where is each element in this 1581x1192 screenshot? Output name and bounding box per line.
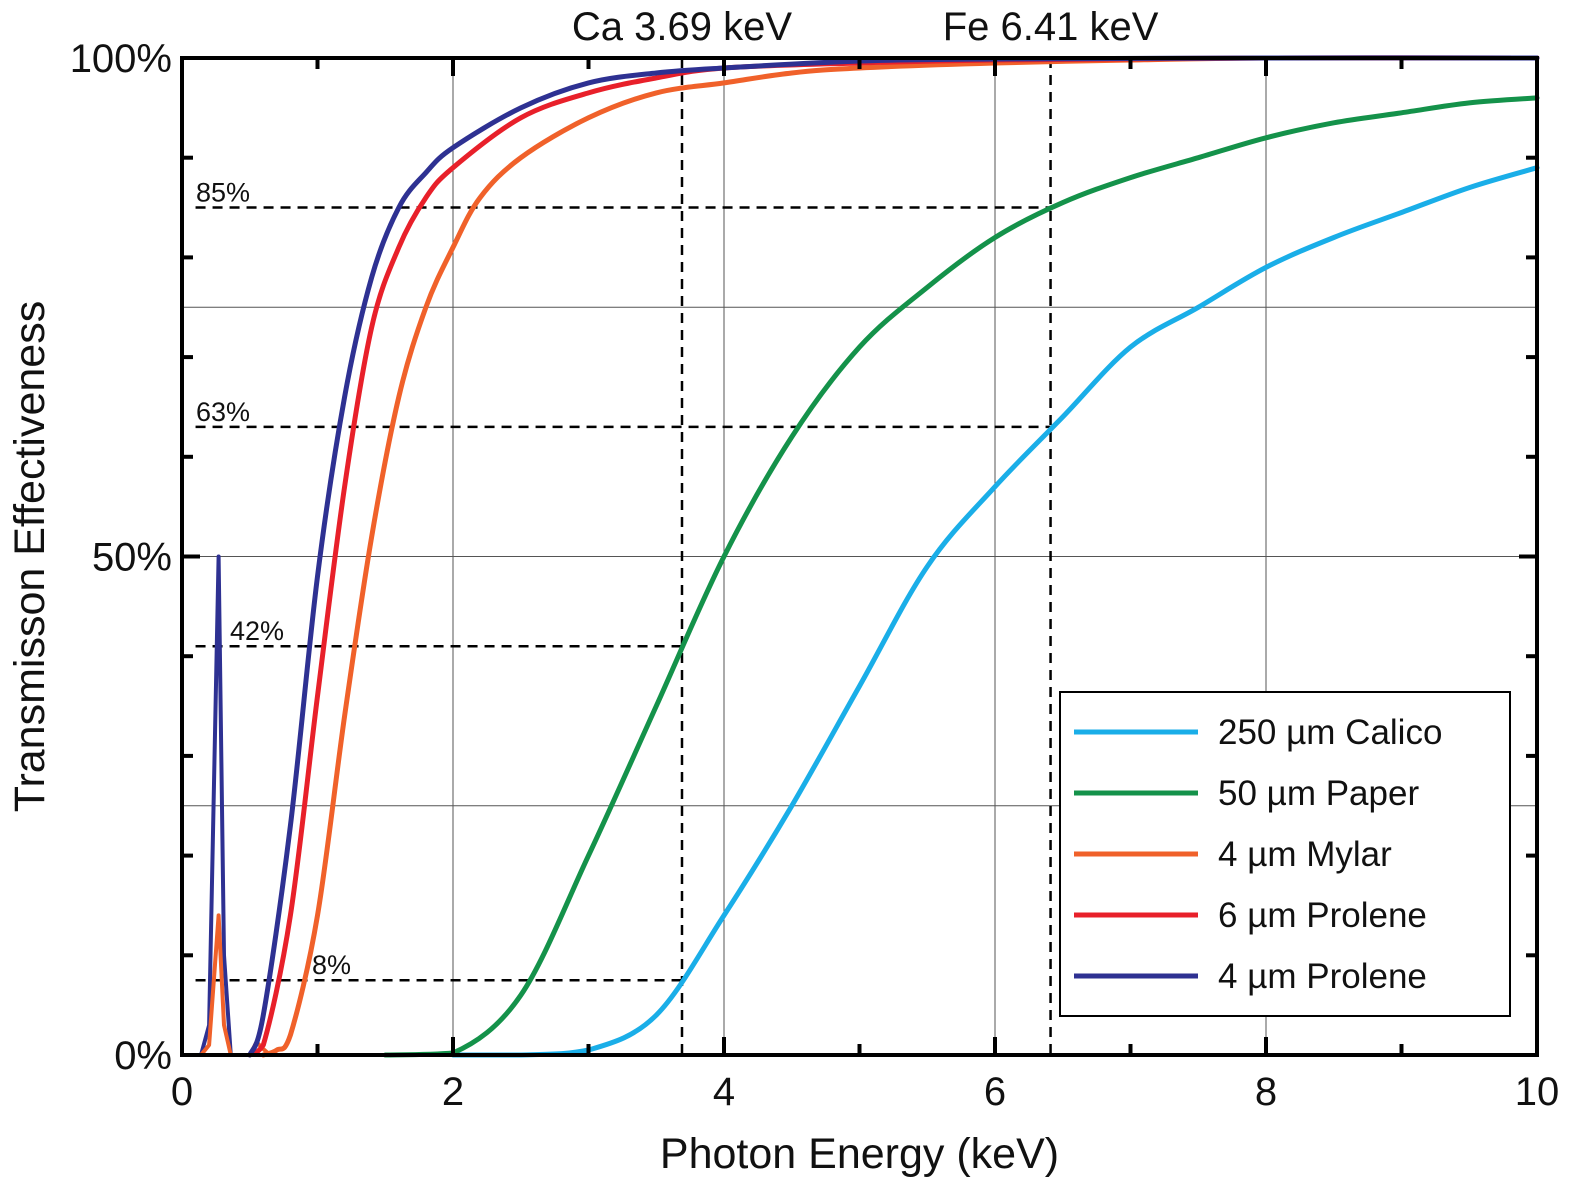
legend-entry: 4 µm Prolene xyxy=(1218,957,1427,996)
legend-entry: 250 µm Calico xyxy=(1218,713,1442,752)
x-tick-label: 10 xyxy=(1515,1070,1560,1114)
axis-ticks: 0 2 4 6 8 100%50%100% xyxy=(70,37,1560,1114)
y-axis-title: Transmisson Effectiveness xyxy=(6,301,54,812)
annotation-label: 42% xyxy=(230,616,284,646)
series-lines xyxy=(199,55,1540,1058)
series-line xyxy=(382,95,1540,1058)
spike-line xyxy=(199,913,233,1057)
reference-label: Fe 6.41 keV xyxy=(943,5,1159,49)
y-tick-label: 50% xyxy=(92,536,172,580)
annotation-label: 63% xyxy=(196,397,250,427)
legend-entry: 6 µm Prolene xyxy=(1218,896,1427,935)
annotation-label: 8% xyxy=(312,950,351,980)
series-line xyxy=(450,165,1540,1058)
x-tick-label: 2 xyxy=(442,1070,464,1114)
x-tick-label: 6 xyxy=(984,1070,1006,1114)
x-tick-label: 8 xyxy=(1255,1070,1277,1114)
legend-entry: 4 µm Mylar xyxy=(1218,835,1392,874)
x-axis-title: Photon Energy (keV) xyxy=(660,1130,1059,1178)
annotation-lines: 85% 63% 42% 8% xyxy=(195,178,1051,982)
x-tick-label: 0 xyxy=(171,1070,193,1114)
legend-entry: 50 µm Paper xyxy=(1218,774,1419,813)
reference-lines: Ca 3.69 keV Fe 6.41 keV xyxy=(572,5,1159,1055)
legend: 250 µm Calico 50 µm Paper 4 µm Mylar 6 µm P… xyxy=(1059,691,1511,1017)
grid-lines xyxy=(182,58,1537,1055)
reference-label: Ca 3.69 keV xyxy=(572,5,792,49)
y-tick-label: 0% xyxy=(114,1034,172,1078)
y-tick-label: 100% xyxy=(70,37,172,81)
annotation-label: 85% xyxy=(196,178,250,208)
x-tick-label: 4 xyxy=(713,1070,735,1114)
spike-line xyxy=(199,554,233,1056)
